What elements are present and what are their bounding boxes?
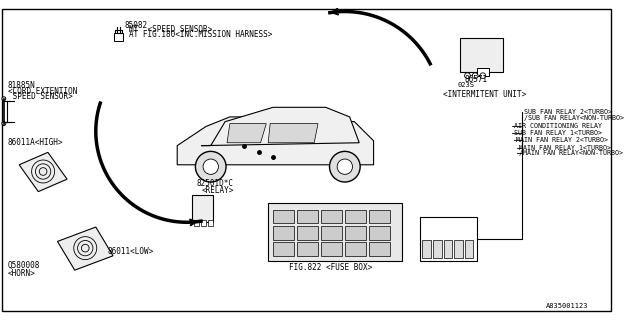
- Polygon shape: [227, 124, 266, 143]
- Bar: [369, 226, 390, 239]
- Bar: [345, 226, 366, 239]
- Bar: [460, 38, 503, 72]
- Polygon shape: [19, 152, 67, 192]
- Text: Q580008: Q580008: [8, 261, 40, 270]
- Bar: [433, 240, 442, 258]
- Text: 86011<LOW>: 86011<LOW>: [108, 246, 154, 255]
- Text: AIR CONDITIONING RELAY: AIR CONDITIONING RELAY: [515, 123, 602, 129]
- Text: AT FIG.180<INC.MISSION HARNESS>: AT FIG.180<INC.MISSION HARNESS>: [129, 30, 273, 39]
- Text: 86571: 86571: [465, 75, 488, 84]
- Bar: [454, 240, 463, 258]
- Bar: [345, 210, 366, 223]
- Circle shape: [480, 73, 486, 79]
- Text: 82501D*C: 82501D*C: [196, 180, 234, 188]
- Polygon shape: [58, 227, 113, 270]
- Text: 86011A<HIGH>: 86011A<HIGH>: [8, 138, 63, 147]
- Bar: [297, 210, 318, 223]
- Bar: [321, 242, 342, 256]
- Bar: [114, 33, 123, 41]
- Polygon shape: [201, 107, 359, 146]
- Bar: [369, 210, 390, 223]
- Bar: [369, 242, 390, 256]
- Bar: [444, 240, 452, 258]
- Circle shape: [337, 159, 353, 174]
- Bar: [465, 240, 473, 258]
- Bar: [422, 240, 431, 258]
- Bar: [195, 220, 199, 226]
- Circle shape: [203, 159, 218, 174]
- Circle shape: [2, 122, 6, 125]
- Polygon shape: [268, 203, 403, 260]
- Polygon shape: [268, 124, 318, 143]
- Circle shape: [330, 151, 360, 182]
- Text: <RELAY>: <RELAY>: [201, 186, 234, 195]
- Text: 023S: 023S: [458, 82, 475, 88]
- Text: SPEED SENSOR>: SPEED SENSOR>: [8, 92, 72, 101]
- Bar: [321, 226, 342, 239]
- Bar: [297, 242, 318, 256]
- Text: 85082: 85082: [125, 21, 148, 30]
- Circle shape: [472, 73, 478, 79]
- Polygon shape: [177, 117, 374, 165]
- Bar: [201, 220, 206, 226]
- Bar: [297, 226, 318, 239]
- Bar: [273, 242, 294, 256]
- Text: A835001123: A835001123: [546, 303, 589, 308]
- Bar: [208, 220, 212, 226]
- Bar: [273, 226, 294, 239]
- Bar: [191, 196, 212, 222]
- Bar: [321, 210, 342, 223]
- Bar: [477, 68, 488, 76]
- Text: MAIN FAN RELAY 1<TURBO>: MAIN FAN RELAY 1<TURBO>: [519, 145, 611, 150]
- Text: <HORN>: <HORN>: [8, 268, 35, 277]
- Text: SUB FAN RELAY 1<TURBO>: SUB FAN RELAY 1<TURBO>: [515, 130, 602, 136]
- Text: FIG.822 <FUSE BOX>: FIG.822 <FUSE BOX>: [289, 263, 372, 272]
- Bar: [345, 242, 366, 256]
- Text: /SUB FAN RELAY<NON-TURBO>: /SUB FAN RELAY<NON-TURBO>: [524, 115, 624, 121]
- Text: MAIN FAN RELAY 2<TURBO>: MAIN FAN RELAY 2<TURBO>: [516, 137, 608, 143]
- Text: <INTERMITENT UNIT>: <INTERMITENT UNIT>: [442, 90, 526, 100]
- Circle shape: [195, 151, 226, 182]
- Bar: [273, 210, 294, 223]
- Text: SUB FAN RELAY 2<TURBO>: SUB FAN RELAY 2<TURBO>: [524, 109, 612, 115]
- Text: MT  <SPEED SENSOR>: MT <SPEED SENSOR>: [129, 25, 212, 34]
- Bar: [420, 218, 477, 260]
- Text: /MAIN FAN RELAY<NON-TURBO>: /MAIN FAN RELAY<NON-TURBO>: [519, 150, 623, 156]
- Circle shape: [2, 97, 6, 100]
- Text: 81885N: 81885N: [8, 81, 35, 90]
- Circle shape: [465, 73, 470, 79]
- Text: <CORD EXTENTION: <CORD EXTENTION: [8, 86, 77, 96]
